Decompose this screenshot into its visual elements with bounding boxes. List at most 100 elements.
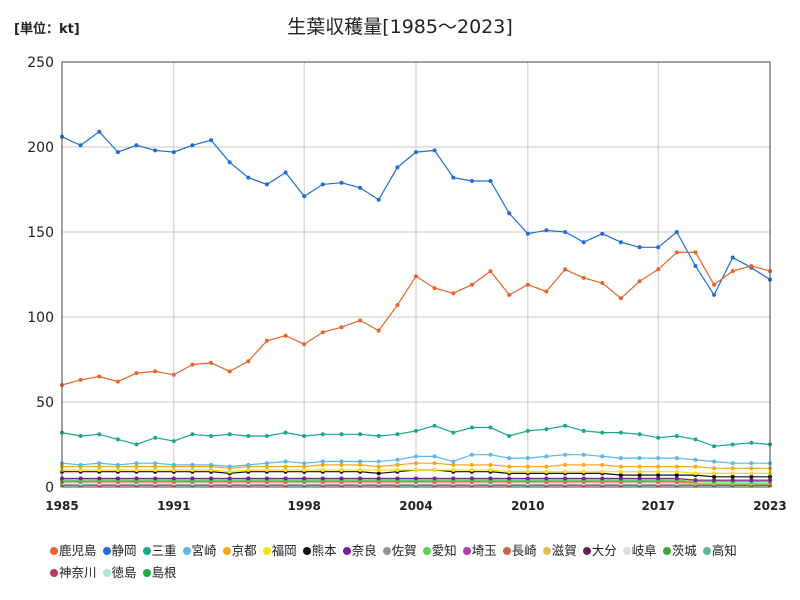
data-point — [302, 461, 307, 466]
legend-label: 愛知 — [431, 543, 457, 558]
data-point — [115, 462, 120, 467]
data-point — [153, 369, 158, 374]
data-point — [358, 318, 363, 323]
y-tick-label: 250 — [27, 55, 54, 71]
data-point — [358, 432, 363, 437]
data-point — [376, 459, 381, 464]
data-point — [581, 476, 586, 481]
data-point — [637, 279, 642, 284]
legend-label: 神奈川 — [59, 565, 97, 580]
data-point — [749, 478, 754, 483]
data-point — [693, 471, 698, 476]
data-point — [563, 423, 568, 428]
data-point — [283, 430, 288, 435]
data-point — [320, 468, 325, 472]
data-point — [358, 468, 363, 472]
data-point — [302, 434, 307, 438]
data-point — [209, 138, 214, 143]
y-tick-label: 200 — [27, 140, 54, 156]
data-point — [674, 473, 679, 478]
legend-item: 埼玉 — [462, 540, 497, 562]
data-point — [320, 330, 325, 335]
data-point — [78, 476, 83, 481]
data-point — [656, 469, 661, 474]
unit-label: [単位：kt] — [14, 22, 80, 37]
data-point — [469, 476, 474, 481]
data-point — [414, 476, 418, 481]
data-point — [451, 459, 456, 464]
legend-item: 静岡 — [102, 540, 137, 562]
data-point — [246, 359, 251, 364]
data-point — [544, 464, 549, 469]
data-point — [320, 462, 325, 467]
data-point — [451, 175, 456, 180]
series-宮崎 — [60, 452, 772, 469]
legend-label: 島根 — [151, 565, 177, 580]
data-point — [488, 452, 493, 457]
data-point — [674, 469, 679, 474]
data-point — [488, 476, 493, 481]
data-point — [395, 165, 400, 170]
data-point — [563, 230, 568, 234]
data-point — [507, 464, 512, 469]
data-point — [656, 435, 661, 440]
data-point — [451, 291, 456, 296]
data-point — [749, 471, 754, 476]
data-point — [209, 462, 214, 467]
legend-label: 佐賀 — [391, 543, 417, 558]
data-point — [563, 452, 568, 457]
data-point — [153, 464, 158, 469]
legend-item: 神奈川 — [50, 562, 97, 584]
data-point — [302, 468, 307, 472]
legend-item: 愛知 — [422, 540, 457, 562]
data-point — [414, 428, 418, 433]
legend-label: 静岡 — [111, 543, 137, 558]
data-point — [581, 469, 586, 474]
data-point — [414, 150, 418, 155]
data-point — [115, 379, 120, 384]
data-point — [432, 461, 437, 466]
data-point — [190, 362, 195, 367]
data-point — [618, 296, 623, 301]
data-point — [227, 464, 232, 469]
data-point — [115, 437, 120, 442]
legend-label: 徳島 — [111, 565, 137, 580]
data-point — [525, 464, 530, 469]
data-point — [581, 452, 586, 457]
data-point — [451, 462, 456, 467]
legend-marker — [382, 547, 391, 555]
data-point — [339, 325, 344, 330]
data-point — [600, 462, 605, 467]
data-point — [469, 452, 474, 457]
data-point — [488, 425, 493, 430]
data-point — [693, 264, 698, 268]
data-point — [581, 428, 586, 433]
data-point — [451, 476, 456, 481]
data-point — [414, 274, 418, 279]
data-point — [563, 462, 568, 467]
data-point — [600, 281, 605, 285]
data-point — [469, 179, 474, 183]
x-tick-label: 2017 — [642, 499, 675, 513]
data-point — [395, 432, 400, 437]
data-point — [656, 267, 661, 272]
data-point — [730, 474, 735, 479]
data-point — [264, 434, 269, 438]
data-point — [134, 468, 139, 472]
data-point — [134, 464, 139, 469]
data-point — [488, 179, 493, 183]
legend-marker — [50, 547, 58, 555]
legend-marker — [182, 547, 191, 555]
legend-marker — [502, 547, 511, 555]
data-point — [712, 474, 717, 479]
legend-item: 佐賀 — [382, 540, 417, 562]
data-point — [339, 180, 344, 185]
legend-marker — [462, 547, 471, 555]
data-point — [525, 456, 530, 461]
data-point — [730, 461, 735, 466]
data-point — [227, 469, 232, 474]
data-point — [432, 476, 437, 481]
data-point — [283, 170, 288, 175]
data-point — [115, 150, 120, 155]
data-point — [618, 430, 623, 435]
